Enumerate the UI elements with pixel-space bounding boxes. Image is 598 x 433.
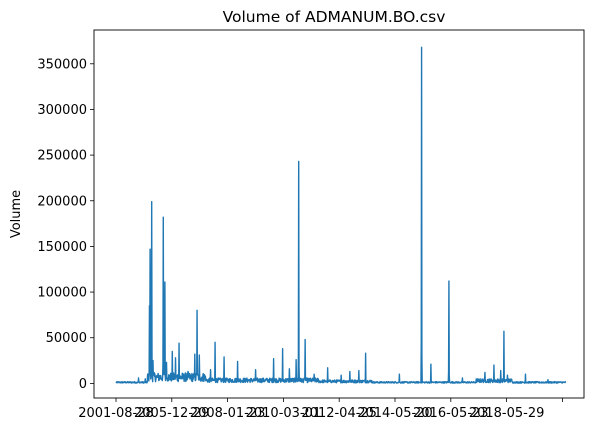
x-tick-label: 2018-05-29 <box>469 406 545 421</box>
plot-background <box>94 30 584 398</box>
x-axis: 2001-08-282005-12-292008-01-232010-03-01… <box>78 398 562 421</box>
y-tick-label: 0 <box>79 377 87 392</box>
y-tick-label: 350000 <box>37 57 87 72</box>
y-axis-label: Volume <box>9 190 24 238</box>
y-tick-label: 250000 <box>37 149 87 164</box>
y-tick-label: 150000 <box>37 240 87 255</box>
y-axis: 0 50000 100000 150000 200000 250000 300000 3500… <box>37 57 94 392</box>
y-tick-label: 100000 <box>37 286 87 301</box>
y-tick-label: 200000 <box>37 194 87 209</box>
chart-title: Volume of ADMANUM.BO.csv <box>223 8 446 26</box>
y-tick-label: 300000 <box>37 103 87 118</box>
plot-area: 2001-08-282005-12-292008-01-232010-03-01… <box>37 30 584 421</box>
y-tick-label: 50000 <box>46 331 87 346</box>
